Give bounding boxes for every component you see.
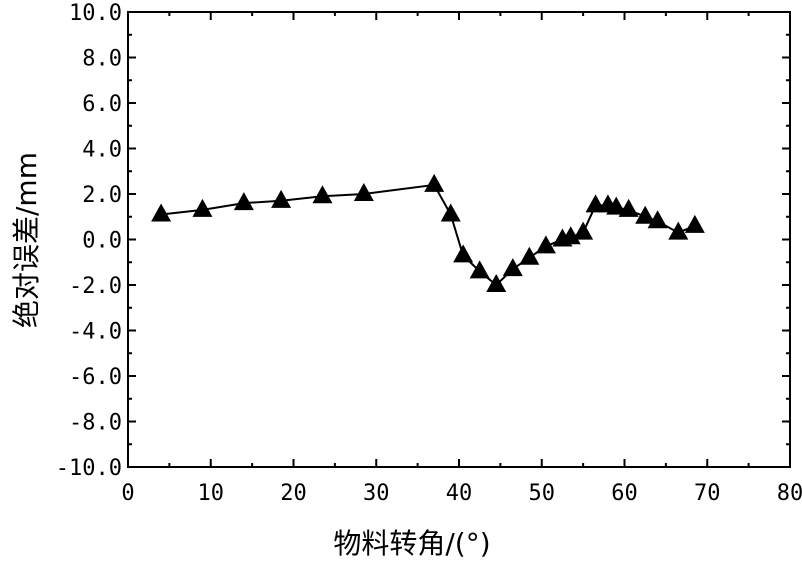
y-tick-label: 4.0 xyxy=(82,138,122,163)
data-point-marker xyxy=(469,260,490,279)
data-point-marker xyxy=(353,183,374,201)
x-axis-title: 物料转角/(°) xyxy=(333,527,490,560)
y-tick-label: 10.0 xyxy=(69,1,122,26)
data-point-marker xyxy=(519,246,540,265)
data-point-marker xyxy=(486,274,507,292)
y-tick-label: -10.0 xyxy=(56,456,122,481)
x-tick-label: 20 xyxy=(280,481,307,506)
data-point-marker xyxy=(560,226,581,245)
data-point-marker xyxy=(535,235,556,254)
x-tick-label: 70 xyxy=(694,481,721,506)
data-point-marker xyxy=(312,185,333,204)
data-point-marker xyxy=(573,221,594,240)
x-axis-ticks: 0 10 20 30 40 50 60 70 80 xyxy=(121,12,802,506)
x-tick-label: 0 xyxy=(121,481,134,506)
y-tick-label: 0.0 xyxy=(82,229,122,254)
y-tick-label: 6.0 xyxy=(82,92,122,117)
data-point-marker xyxy=(440,203,461,222)
x-tick-label: 30 xyxy=(363,481,390,506)
y-axis-ticks: 10.0 8.0 6.0 4.0 2.0 0.0 -2.0 -4.0 -6.0 -8.0 -10.0 xyxy=(56,1,790,481)
data-point-marker xyxy=(668,221,689,240)
series-group xyxy=(151,173,705,292)
y-tick-label: -2.0 xyxy=(69,274,122,299)
data-point-marker xyxy=(502,258,523,277)
data-point-marker xyxy=(271,189,292,208)
data-point-marker xyxy=(424,173,445,192)
y-tick-label: -4.0 xyxy=(69,320,122,345)
data-point-marker xyxy=(684,214,705,233)
x-tick-label: 40 xyxy=(446,481,473,506)
x-tick-label: 10 xyxy=(198,481,225,506)
y-tick-label: -8.0 xyxy=(69,411,122,436)
data-point-marker xyxy=(151,203,172,222)
y-tick-label: 8.0 xyxy=(82,47,122,72)
data-point-marker xyxy=(192,198,213,217)
data-point-marker xyxy=(618,198,639,217)
data-point-marker xyxy=(233,192,254,211)
y-axis-title: 绝对误差/mm xyxy=(10,152,43,328)
data-point-marker xyxy=(453,244,474,263)
data-point-marker xyxy=(635,205,656,224)
x-tick-label: 60 xyxy=(611,481,638,506)
y-tick-label: -6.0 xyxy=(69,365,122,390)
x-tick-label: 80 xyxy=(777,481,802,506)
y-tick-label: 2.0 xyxy=(82,183,122,208)
data-point-marker xyxy=(606,196,627,215)
data-point-marker xyxy=(647,210,668,229)
x-tick-label: 50 xyxy=(529,481,556,506)
